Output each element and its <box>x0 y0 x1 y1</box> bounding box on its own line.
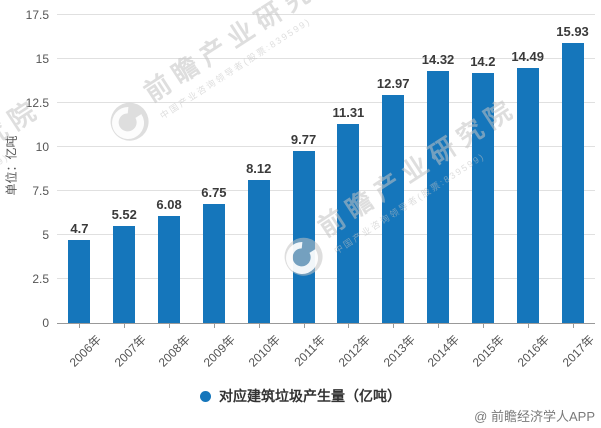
category-slot: 6.75 2009年 <box>191 15 238 369</box>
x-axis-tick <box>482 323 484 328</box>
gridline <box>57 14 595 15</box>
x-axis-tick <box>169 323 171 328</box>
bar[interactable] <box>202 204 225 323</box>
category-slot: 12.97 2013年 <box>371 15 418 370</box>
category-slot: 4.7 2006年 <box>57 15 103 369</box>
x-tick-label: 2009年 <box>200 332 239 370</box>
x-axis-tick <box>393 323 395 328</box>
x-tick-label: 2006年 <box>66 332 104 370</box>
x-axis-tick <box>438 323 440 328</box>
bar-value-label: 14.49 <box>511 48 544 64</box>
y-tick-label: 0 <box>42 316 49 330</box>
bar-value-label: 11.31 <box>332 104 365 120</box>
category-slot: 14.32 2014年 <box>416 15 463 370</box>
x-tick-label: 2015年 <box>469 332 508 370</box>
x-tick-label: 2016年 <box>514 332 553 370</box>
y-tick-label: 2.5 <box>32 272 49 286</box>
bar-value-label: 9.77 <box>290 132 317 148</box>
x-axis-tick <box>303 323 305 328</box>
gridline <box>57 234 595 235</box>
x-tick-label: 2007年 <box>111 332 149 370</box>
bar-value-label: 4.7 <box>70 221 89 237</box>
y-tick-label: 5 <box>42 228 49 242</box>
x-tick-label: 2014年 <box>425 332 463 370</box>
bar-value-label: 5.52 <box>111 206 137 222</box>
legend-item[interactable]: 对应建筑垃圾产生量（亿吨） <box>0 386 601 406</box>
attribution-text: @ 前瞻经济学人APP <box>474 409 595 424</box>
category-slot: 5.52 2007年 <box>102 15 148 370</box>
bar[interactable] <box>113 225 136 323</box>
bar-value-label: 15.93 <box>556 23 589 39</box>
bar[interactable] <box>427 70 450 323</box>
y-tick-label: 7.5 <box>32 184 49 198</box>
x-axis-tick <box>527 323 529 328</box>
category-slot: 11.31 2012年 <box>326 15 372 370</box>
legend-label: 对应建筑垃圾产生量（亿吨） <box>219 388 401 404</box>
x-tick-label: 2008年 <box>156 332 194 370</box>
bar-value-label: 12.97 <box>376 75 410 91</box>
gridline <box>57 146 595 147</box>
bar-series: 4.7 2006年 5.52 2007年 6.08 2008年 6.75 2009年 8.12 2… <box>57 15 597 370</box>
legend-marker-icon <box>200 390 211 402</box>
x-axis-tick <box>79 323 81 328</box>
bar[interactable] <box>382 94 405 323</box>
category-slot: 8.12 2010年 <box>236 15 283 370</box>
x-axis-tick <box>124 323 126 328</box>
bar[interactable] <box>561 42 584 323</box>
bar[interactable] <box>247 180 270 323</box>
category-slot: 14.49 2016年 <box>505 15 552 370</box>
x-axis-tick <box>348 323 350 328</box>
gridline <box>57 102 595 103</box>
category-slot: 6.08 2008年 <box>147 15 193 370</box>
bar[interactable] <box>337 123 360 323</box>
bar-value-label: 14.2 <box>470 54 496 70</box>
category-slot: 15.93 2017年 <box>550 15 597 370</box>
gridline <box>57 58 595 59</box>
bar-value-label: 14.32 <box>421 51 455 67</box>
x-axis-tick <box>572 323 574 328</box>
category-slot: 14.2 2015年 <box>460 15 507 370</box>
bar[interactable] <box>516 67 539 323</box>
x-tick-label: 2013年 <box>380 332 418 370</box>
y-tick-label: 15 <box>35 52 49 66</box>
gridline <box>57 278 595 279</box>
y-tick-label: 17.5 <box>25 8 49 22</box>
category-slot: 9.77 2011年 <box>281 15 328 369</box>
bar-value-label: 8.12 <box>246 161 272 177</box>
gridline <box>57 190 595 191</box>
x-tick-label: 2017年 <box>559 332 597 370</box>
y-tick-label: 10 <box>35 140 49 154</box>
x-tick-label: 2012年 <box>335 332 373 370</box>
bar-value-label: 6.08 <box>156 197 182 212</box>
x-tick-label: 2011年 <box>291 332 328 370</box>
x-axis-tick <box>258 323 260 328</box>
bar[interactable] <box>158 216 181 323</box>
plot-area: 0 2.5 5 7.5 10 12.5 15 17.5 4.7 2006年 5.52 2007年 6.0… <box>26 8 597 370</box>
bar[interactable] <box>68 240 91 323</box>
x-tick-label: 2010年 <box>245 332 284 370</box>
bar-value-label: 6.75 <box>201 185 227 201</box>
y-tick-label: 12.5 <box>25 96 49 110</box>
bar[interactable] <box>292 151 315 323</box>
x-axis-tick <box>213 323 215 328</box>
bar[interactable] <box>471 73 494 323</box>
